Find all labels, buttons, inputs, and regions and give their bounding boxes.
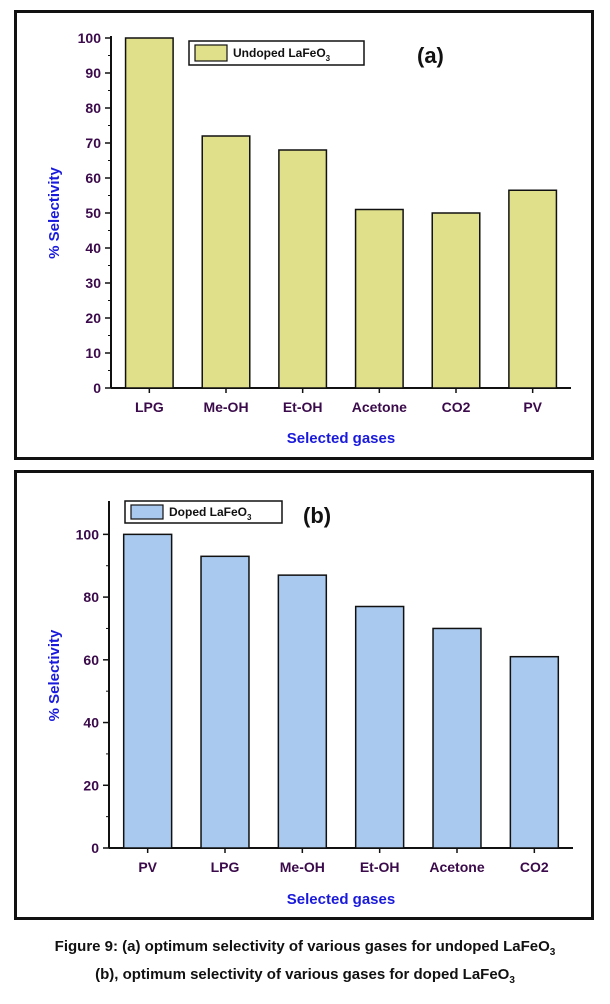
y-tick-label: 0 (93, 380, 101, 396)
y-axis-title: % Selectivity (46, 166, 63, 258)
caption-line-1-text: Figure 9: (a) optimum selectivity of var… (54, 938, 550, 955)
bar-co2 (431, 212, 481, 389)
legend-swatch (130, 504, 164, 520)
bar-acetone (432, 627, 482, 849)
figure-caption: Figure 9: (a) optimum selectivity of var… (0, 936, 610, 992)
bar-me-oh (277, 574, 328, 849)
y-tick-label: 40 (83, 715, 99, 731)
bar-pv (508, 189, 558, 389)
y-tick-label: 60 (85, 170, 101, 186)
x-tick-label: CO2 (520, 859, 549, 875)
bar-co2 (509, 655, 560, 849)
caption-line-2-sub: 3 (509, 975, 515, 986)
y-tick-label: 20 (83, 777, 99, 793)
bar-lpg (124, 37, 174, 389)
legend-label-subscript: 3 (247, 513, 252, 522)
x-tick-label: LPG (211, 859, 240, 875)
caption-line-2-text: (b), optimum selectivity of various gase… (95, 966, 510, 983)
bar-et-oh (354, 605, 405, 849)
y-tick-label: 80 (85, 100, 101, 116)
legend-label: Doped LaFeO3 (169, 505, 252, 522)
x-tick-label: PV (523, 399, 542, 415)
legend-label: Undoped LaFeO3 (233, 46, 331, 63)
y-tick-label: 20 (85, 310, 101, 326)
caption-line-1: Figure 9: (a) optimum selectivity of var… (0, 936, 610, 964)
y-tick-label: 50 (85, 205, 101, 221)
y-tick-label: 90 (85, 65, 101, 81)
y-axis-title: % Selectivity (46, 629, 63, 721)
legend-swatch (194, 44, 228, 62)
y-tick-label: 70 (85, 135, 101, 151)
bar-et-oh (278, 149, 328, 389)
panel-label: (a) (417, 43, 444, 68)
panel-label: (b) (303, 503, 331, 528)
caption-line-1-sub: 3 (549, 947, 556, 958)
y-tick-label: 30 (85, 275, 101, 291)
x-tick-label: Et-OH (283, 399, 323, 415)
y-tick-label: 0 (91, 840, 99, 856)
y-tick-label: 60 (83, 652, 99, 668)
legend-box (124, 500, 283, 524)
caption-line-2: (b), optimum selectivity of various gase… (0, 964, 610, 992)
bar-acetone (354, 208, 404, 389)
bar-lpg (200, 555, 250, 849)
chart-a: 0 10 20 30 40 50 60 70 80 90 100 LPG Me-OH Et-OH Aceto… (46, 30, 571, 447)
x-tick-label: Et-OH (360, 859, 400, 875)
legend-label-subscript: 3 (326, 54, 331, 63)
y-tick-label: 100 (78, 30, 102, 46)
bar-me-oh (201, 135, 251, 389)
y-tick-label: 80 (83, 589, 99, 605)
x-tick-label: CO2 (442, 399, 471, 415)
x-tick-label: Acetone (429, 859, 484, 875)
x-tick-label: Acetone (352, 399, 407, 415)
chart-panel-a: 0 10 20 30 40 50 60 70 80 90 100 LPG Me-OH Et-OH Aceto… (14, 10, 594, 460)
y-tick-label: 40 (85, 240, 101, 256)
x-tick-label: Me-OH (280, 859, 325, 875)
x-tick-label: LPG (135, 399, 164, 415)
chart-b: 0 20 40 60 80 100 PV LPG Me-OH Et-OH Acetone CO2 % S… (46, 500, 573, 908)
x-tick-label: Me-OH (203, 399, 248, 415)
y-tick-label: 100 (76, 526, 100, 542)
y-tick-label: 10 (85, 345, 101, 361)
bar-pv (122, 533, 173, 849)
x-axis-title: Selected gases (287, 891, 395, 908)
x-axis-title: Selected gases (287, 430, 395, 447)
x-tick-label: PV (138, 859, 157, 875)
chart-panel-b: 0 20 40 60 80 100 PV LPG Me-OH Et-OH Acetone CO2 % S… (14, 470, 594, 920)
